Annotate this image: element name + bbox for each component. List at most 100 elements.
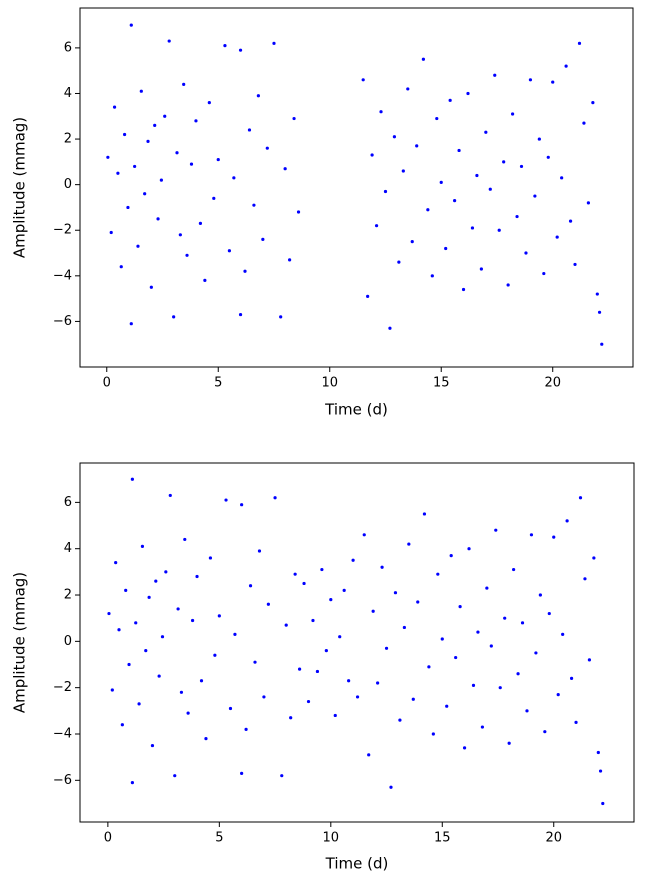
data-point xyxy=(479,267,483,271)
data-point xyxy=(106,155,110,159)
y-tick-label: −6 xyxy=(53,773,72,788)
data-point xyxy=(506,283,510,287)
x-tick-label: 15 xyxy=(434,831,451,846)
y-tick-label: 0 xyxy=(64,177,72,192)
data-point xyxy=(175,151,179,155)
data-point xyxy=(167,39,171,43)
data-point xyxy=(569,676,574,681)
data-point xyxy=(380,565,384,569)
data-point xyxy=(288,258,292,262)
data-point xyxy=(199,679,204,683)
data-point xyxy=(362,533,366,537)
y-tick-label: −2 xyxy=(53,680,72,695)
data-point xyxy=(272,41,276,45)
data-point xyxy=(503,616,507,620)
data-point xyxy=(333,713,337,718)
data-point xyxy=(577,41,582,45)
data-point xyxy=(533,194,537,198)
data-point xyxy=(183,537,187,542)
data-point xyxy=(178,233,182,237)
data-point xyxy=(283,167,287,171)
data-point xyxy=(392,135,397,139)
data-point xyxy=(561,632,565,636)
data-point xyxy=(546,155,550,159)
data-point xyxy=(107,611,111,616)
data-point xyxy=(444,246,448,251)
data-point xyxy=(168,493,172,498)
data-point xyxy=(555,235,559,239)
data-point xyxy=(507,741,511,745)
data-point xyxy=(194,119,198,123)
data-point xyxy=(461,287,466,292)
data-point xyxy=(212,196,216,200)
data-point xyxy=(355,695,360,699)
data-point xyxy=(543,730,547,734)
data-point xyxy=(217,614,221,618)
data-point xyxy=(179,690,184,694)
data-point xyxy=(410,240,414,244)
data-point xyxy=(512,567,516,572)
data-point xyxy=(406,87,410,91)
data-point xyxy=(150,743,155,748)
data-point xyxy=(136,244,140,248)
data-point xyxy=(574,720,578,725)
data-point xyxy=(342,588,346,592)
data-point xyxy=(117,628,121,632)
data-point xyxy=(601,801,605,806)
data-point xyxy=(185,253,189,257)
data-point xyxy=(401,169,405,173)
data-point xyxy=(573,262,577,267)
data-point xyxy=(133,164,137,169)
data-point xyxy=(440,637,444,641)
data-point xyxy=(129,322,133,326)
data-point xyxy=(426,208,430,212)
data-point xyxy=(454,655,458,660)
plot-frame xyxy=(79,7,634,368)
data-point xyxy=(189,162,194,166)
data-point xyxy=(147,595,151,599)
data-point xyxy=(146,139,150,143)
data-point xyxy=(439,180,443,184)
data-point xyxy=(195,574,199,579)
data-point xyxy=(247,128,252,132)
data-point xyxy=(374,224,379,228)
data-point xyxy=(289,716,293,720)
data-point xyxy=(130,781,134,785)
data-point xyxy=(124,588,128,592)
data-point xyxy=(582,121,586,125)
data-point xyxy=(233,632,237,636)
y-tick-label: 0 xyxy=(64,634,72,649)
data-point xyxy=(139,89,143,93)
data-point xyxy=(537,137,541,141)
data-point xyxy=(253,660,257,664)
data-point xyxy=(163,114,167,118)
data-point xyxy=(445,704,449,708)
y-tick-label: 6 xyxy=(64,40,72,55)
data-point xyxy=(402,625,406,630)
data-point xyxy=(112,105,117,109)
data-point xyxy=(157,674,161,678)
data-point xyxy=(302,581,306,586)
data-point xyxy=(597,310,602,314)
data-point xyxy=(430,274,434,278)
y-tick-label: 2 xyxy=(64,132,72,147)
data-point xyxy=(284,623,288,627)
data-point xyxy=(592,556,596,560)
data-point xyxy=(449,554,453,558)
y-tick-label: −6 xyxy=(53,314,72,329)
data-point xyxy=(224,498,228,502)
data-point xyxy=(383,189,388,194)
data-point xyxy=(153,123,157,127)
data-point xyxy=(273,496,277,500)
x-tick-label: 5 xyxy=(214,376,222,391)
data-point xyxy=(279,315,283,319)
data-point xyxy=(466,91,470,96)
data-point xyxy=(176,607,180,611)
data-point xyxy=(144,649,148,653)
data-point xyxy=(547,611,551,616)
data-point xyxy=(560,176,564,180)
data-point xyxy=(126,205,130,210)
data-point xyxy=(137,702,141,706)
data-point xyxy=(262,695,266,699)
